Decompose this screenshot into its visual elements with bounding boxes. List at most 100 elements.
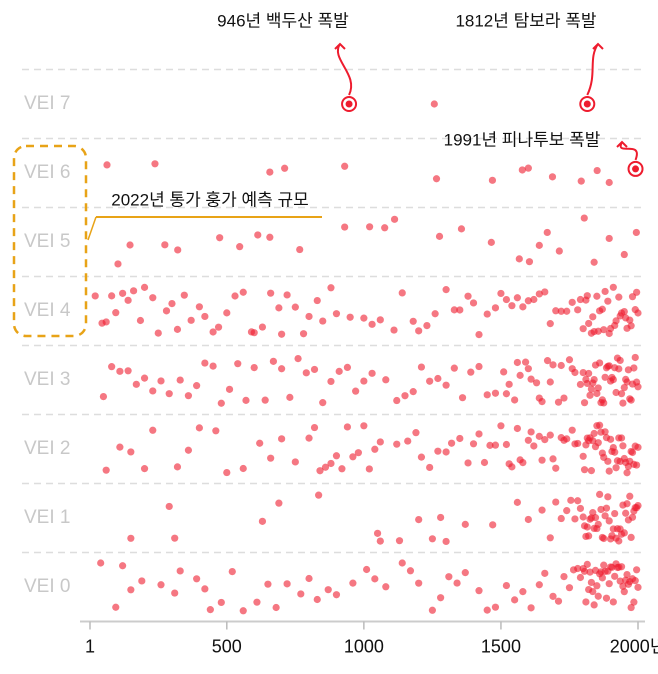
eruption-dot <box>404 437 412 445</box>
eruption-dot <box>140 283 149 291</box>
eruption-dot <box>580 214 588 222</box>
eruption-dot <box>489 521 497 529</box>
eruption-dot <box>456 306 464 314</box>
eruption-dot <box>598 574 606 582</box>
eruption-dot <box>201 359 209 367</box>
eruption-dot <box>597 505 605 514</box>
eruption-dot <box>567 496 575 504</box>
eruption-dot <box>616 457 624 466</box>
eruption-dot <box>360 377 368 385</box>
eruption-dot <box>132 380 140 388</box>
annotation: 946년 백두산 폭발 <box>217 11 349 30</box>
annotation: 1812년 탐보라 폭발 <box>455 11 596 30</box>
eruption-dot <box>201 585 209 593</box>
eruption-dot <box>568 298 576 306</box>
eruption-dot <box>622 314 630 322</box>
eruption-dot <box>126 241 134 249</box>
eruption-dot <box>631 353 639 362</box>
eruption-dot <box>615 293 623 301</box>
eruption-dot <box>608 373 616 382</box>
tonga-pointer <box>87 216 97 241</box>
eruption-dot <box>546 378 554 386</box>
eruption-dot <box>431 310 439 318</box>
eruption-dot <box>591 514 600 522</box>
eruption-dot <box>552 464 560 472</box>
eruption-dot <box>563 307 571 315</box>
eruption-dot <box>108 363 116 371</box>
eruption-dot <box>442 381 450 389</box>
eruption-dot <box>464 292 472 300</box>
eruption-dot <box>305 312 313 321</box>
eruption-dot <box>605 580 613 588</box>
eruption-dot <box>619 399 627 407</box>
eruption-dot <box>535 432 543 440</box>
eruption-dot <box>596 421 604 429</box>
eruption-dot <box>594 327 602 335</box>
eruption-dot <box>491 603 500 611</box>
eruption-dot <box>549 455 557 463</box>
eruption-dot <box>352 387 360 395</box>
row-label: VEI 2 <box>24 438 70 459</box>
eruption-dot <box>491 304 500 312</box>
eruption-dot <box>267 289 275 297</box>
eruption-dot <box>373 529 382 537</box>
eruption-dot <box>590 258 598 266</box>
eruption-dot <box>381 224 389 232</box>
eruption-dot <box>611 509 619 518</box>
eruption-dot <box>469 440 478 448</box>
eruption-dot <box>620 588 628 596</box>
eruption-dot <box>630 364 638 372</box>
eruption-dot <box>335 367 343 375</box>
eruption-dot <box>611 572 619 580</box>
eruption-dot <box>343 423 352 431</box>
eruption-dot <box>617 434 626 442</box>
eruption-dot <box>627 396 635 404</box>
eruption-dot <box>624 516 633 524</box>
eruption-dot <box>571 440 579 448</box>
eruption-dot <box>583 523 591 531</box>
eruption-dot <box>253 598 261 606</box>
eruption-dot <box>140 465 149 473</box>
eruption-dot <box>519 303 527 311</box>
eruption-dot <box>313 296 321 305</box>
x-tick-label: 1000 <box>344 636 384 656</box>
eruption-dot <box>187 316 195 324</box>
eruption-dot <box>426 463 434 472</box>
eruption-dot <box>116 443 124 451</box>
eruption-dot <box>546 320 554 328</box>
eruption-dot <box>261 396 269 404</box>
eruption-dot <box>605 234 613 243</box>
eruption-dot <box>475 587 483 595</box>
eruption-dot <box>258 517 267 525</box>
eruption-dot <box>136 316 145 325</box>
eruption-dot <box>538 456 546 464</box>
eruption-dot <box>149 387 157 395</box>
eruption-dot <box>633 378 641 386</box>
eruption-dot <box>453 579 461 587</box>
eruption-dot <box>366 223 374 231</box>
eruption-dot <box>535 394 543 402</box>
eruption-dot <box>565 356 574 364</box>
eruption-dot <box>624 580 633 588</box>
row-label: VEI 5 <box>24 231 70 252</box>
eruption-dot <box>412 429 420 437</box>
eruption-dot <box>576 380 585 389</box>
eruption-dot <box>242 396 250 404</box>
eruption-dot <box>149 294 157 302</box>
eruption-dot <box>589 313 597 321</box>
eruption-dot <box>231 292 239 300</box>
eruption-dot <box>604 493 612 501</box>
arrow-head <box>592 42 604 50</box>
eruption-dot <box>458 394 467 402</box>
eruption-dot <box>354 449 362 457</box>
annotation: 2022년 통가 훙가 예측 규모 <box>111 190 308 209</box>
eruption-dot <box>346 313 354 321</box>
eruption-dot <box>600 534 608 543</box>
eruption-dot <box>112 309 120 317</box>
eruption-dot <box>305 574 313 583</box>
eruption-dot <box>586 568 594 576</box>
eruption-dot <box>195 424 203 432</box>
eruption-dot <box>597 428 605 436</box>
eruption-dot <box>406 567 415 575</box>
eruption-dot <box>91 292 99 300</box>
